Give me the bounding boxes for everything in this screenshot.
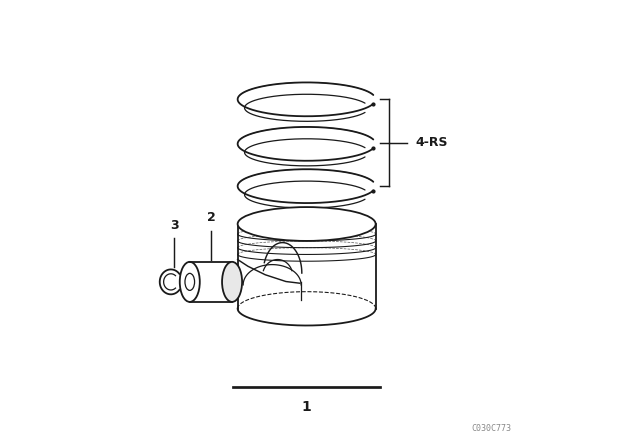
Ellipse shape: [222, 262, 242, 302]
Text: 2: 2: [207, 211, 215, 224]
Text: 4-RS: 4-RS: [416, 136, 448, 149]
Text: C030C773: C030C773: [472, 424, 511, 433]
Text: 3: 3: [170, 219, 179, 232]
Text: 1: 1: [302, 400, 312, 414]
Ellipse shape: [180, 262, 200, 302]
FancyBboxPatch shape: [237, 224, 376, 309]
Ellipse shape: [185, 273, 195, 290]
Ellipse shape: [237, 207, 376, 241]
